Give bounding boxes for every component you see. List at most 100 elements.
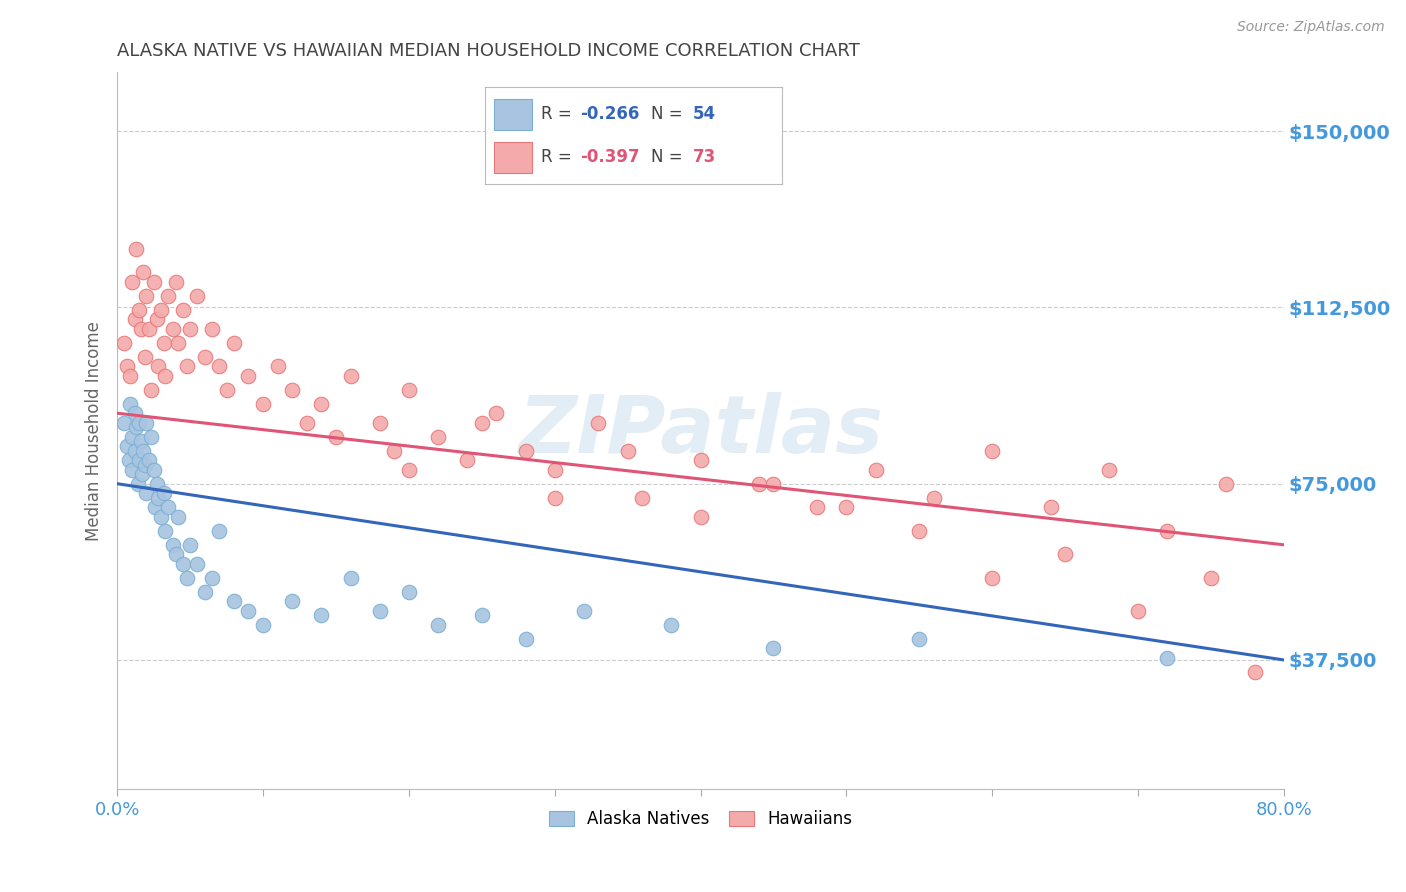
Point [146,359,169,374]
Point [1054,547,1077,561]
Point [157,500,180,515]
Point [1243,665,1265,679]
Point [118,453,141,467]
Point [117,359,139,374]
Point [456,453,478,467]
Point [311,397,333,411]
Point [162,321,184,335]
Point [139,383,162,397]
Point [125,420,148,434]
Point [121,462,143,476]
Point [616,443,638,458]
Point [145,312,167,326]
Point [398,584,420,599]
Point [471,416,494,430]
Point [124,443,146,458]
Point [311,608,333,623]
Point [176,571,198,585]
Point [146,491,169,505]
Point [908,524,931,538]
Point [908,632,931,646]
Point [208,524,231,538]
Point [806,500,828,515]
Point [186,288,208,302]
Point [398,383,420,397]
Point [1126,604,1149,618]
Text: ALASKA NATIVE VS HAWAIIAN MEDIAN HOUSEHOLD INCOME CORRELATION CHART: ALASKA NATIVE VS HAWAIIAN MEDIAN HOUSEHO… [117,42,860,60]
Point [127,476,149,491]
Point [128,302,150,317]
Point [153,335,176,350]
Point [1199,571,1222,585]
Point [179,321,201,335]
Point [208,359,231,374]
Point [201,571,224,585]
Point [117,439,139,453]
Point [748,476,770,491]
Point [186,557,208,571]
Point [544,462,567,476]
Point [134,458,156,472]
Point [155,368,177,383]
Point [238,368,260,383]
Point [129,434,152,449]
Point [922,491,945,505]
Point [172,557,194,571]
Point [238,604,260,618]
Point [661,617,683,632]
Point [135,486,157,500]
Point [124,406,146,420]
Point [153,486,176,500]
Point [129,321,152,335]
Point [544,491,567,505]
Point [1156,650,1178,665]
Point [138,453,160,467]
Point [125,242,148,256]
Point [295,416,318,430]
Point [981,443,1004,458]
Point [165,547,187,561]
Point [149,302,172,317]
Point [222,335,245,350]
Point [135,288,157,302]
Point [485,406,508,420]
Point [134,350,156,364]
Point [252,617,274,632]
Text: Source: ZipAtlas.com: Source: ZipAtlas.com [1237,20,1385,34]
Point [762,641,785,656]
Point [155,524,177,538]
Point [1215,476,1237,491]
Point [149,509,172,524]
Point [176,359,198,374]
Point [515,632,537,646]
Point [145,476,167,491]
Point [368,604,391,618]
Point [162,538,184,552]
Point [139,430,162,444]
Point [471,608,494,623]
Point [124,312,146,326]
Point [128,453,150,467]
Point [427,617,450,632]
Point [167,335,190,350]
Point [194,584,217,599]
Point [325,430,347,444]
Point [339,368,361,383]
Point [143,500,166,515]
Point [132,265,155,279]
Point [120,397,142,411]
Point [128,416,150,430]
Point [194,350,217,364]
Point [368,416,391,430]
Point [142,462,165,476]
Text: ZIPatlas: ZIPatlas [517,392,883,470]
Point [1039,500,1062,515]
Point [865,462,887,476]
Point [135,416,157,430]
Point [631,491,654,505]
Point [172,302,194,317]
Point [572,604,595,618]
Point [121,275,143,289]
Point [281,383,304,397]
Point [201,321,224,335]
